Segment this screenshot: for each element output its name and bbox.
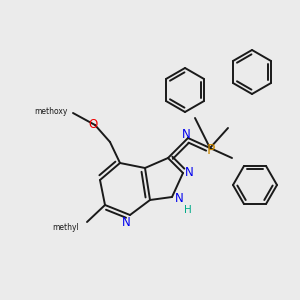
Text: O: O	[88, 118, 98, 130]
Text: methyl: methyl	[52, 223, 79, 232]
Text: N: N	[122, 217, 130, 230]
Text: N: N	[185, 167, 194, 179]
Text: P: P	[207, 143, 215, 157]
Text: H: H	[184, 205, 192, 215]
Text: N: N	[182, 128, 190, 140]
Text: N: N	[175, 193, 184, 206]
Text: methoxy: methoxy	[34, 106, 68, 116]
